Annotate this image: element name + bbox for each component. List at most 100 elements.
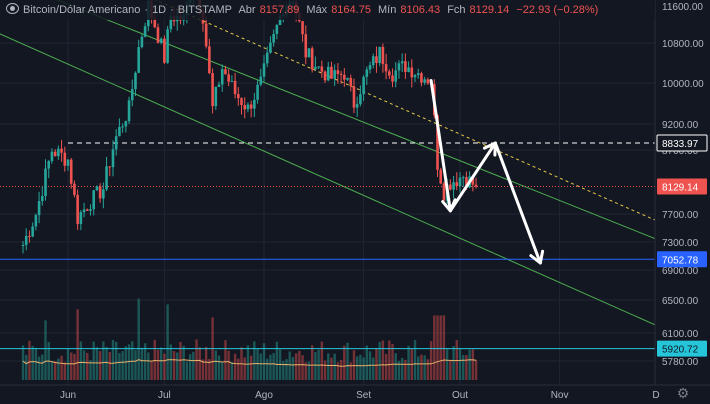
chart-legend: Bitcoin/Dólar Americano · 1D · BITSTAMP Abr 8… bbox=[0, 0, 655, 20]
volume-bar bbox=[458, 348, 462, 380]
volume-bar bbox=[124, 346, 128, 380]
candle bbox=[105, 166, 108, 190]
candle bbox=[307, 48, 311, 58]
volume-bar bbox=[63, 362, 66, 380]
volume-bar bbox=[131, 341, 134, 380]
candle bbox=[336, 70, 340, 74]
candle bbox=[102, 189, 105, 199]
candle bbox=[40, 196, 44, 202]
candle bbox=[134, 72, 137, 90]
volume-bar bbox=[291, 357, 295, 380]
low-label: Mín bbox=[378, 4, 397, 16]
volume-bar bbox=[176, 352, 179, 380]
volume-bar bbox=[336, 362, 340, 380]
candle bbox=[28, 236, 31, 238]
eye-icon[interactable] bbox=[6, 3, 19, 14]
volume-bar bbox=[375, 348, 378, 380]
candle bbox=[368, 65, 372, 70]
volume-bar bbox=[82, 350, 86, 380]
volume-bar bbox=[468, 349, 471, 380]
volume-bar bbox=[462, 355, 465, 380]
volume-bar bbox=[102, 341, 105, 380]
volume-bar bbox=[417, 356, 420, 380]
volume-bar bbox=[224, 340, 227, 380]
candle bbox=[204, 23, 208, 47]
candle bbox=[304, 34, 308, 58]
candle bbox=[375, 56, 378, 63]
volume-bar bbox=[400, 357, 404, 380]
volume-bar bbox=[118, 353, 121, 380]
gear-icon[interactable]: ⚙ bbox=[676, 385, 690, 401]
volume-bar bbox=[413, 340, 417, 380]
y-tick-label: 5780.00 bbox=[662, 357, 699, 368]
candle bbox=[320, 66, 324, 72]
candle bbox=[362, 76, 365, 95]
candle bbox=[365, 69, 369, 77]
volume-bar bbox=[28, 340, 31, 380]
candle bbox=[378, 46, 381, 63]
price-label-support bbox=[657, 251, 707, 268]
volume-bar bbox=[230, 362, 234, 380]
candle bbox=[246, 104, 250, 110]
volume-bar bbox=[301, 355, 304, 380]
price-label-text: 5920.72 bbox=[662, 345, 699, 356]
candle bbox=[211, 73, 214, 107]
volume-bar bbox=[60, 355, 63, 380]
volume-bar bbox=[217, 355, 221, 380]
volume-bar bbox=[185, 361, 189, 380]
candle bbox=[76, 194, 79, 224]
open-label: Abr bbox=[238, 4, 256, 16]
volume-bar bbox=[21, 345, 25, 380]
candle bbox=[24, 236, 28, 245]
price-label-support2 bbox=[657, 340, 707, 357]
volume-bar bbox=[76, 309, 79, 380]
projection-arrow-target bbox=[493, 141, 542, 265]
volume-bar bbox=[73, 354, 76, 380]
volume-bar bbox=[343, 345, 346, 380]
volume-bar bbox=[285, 359, 288, 380]
price-label-resistance bbox=[656, 134, 708, 152]
volume-bar bbox=[166, 304, 169, 380]
candle bbox=[253, 99, 256, 109]
y-tick-label: 11600.00 bbox=[662, 2, 703, 13]
candle bbox=[394, 70, 398, 82]
candle bbox=[85, 209, 89, 211]
time-axis bbox=[0, 385, 710, 404]
candle bbox=[359, 94, 362, 105]
volume-bar bbox=[57, 358, 60, 380]
volume-bar bbox=[237, 358, 240, 380]
candle bbox=[224, 69, 227, 75]
candle bbox=[140, 36, 144, 48]
volume-bar bbox=[266, 358, 269, 380]
volume-bar bbox=[330, 357, 333, 380]
volume-bar bbox=[53, 361, 57, 380]
volume-bar bbox=[41, 354, 44, 380]
price-label-text: 8129.14 bbox=[662, 183, 699, 194]
volume-bar bbox=[388, 340, 391, 380]
volume-bar bbox=[114, 341, 118, 380]
candle bbox=[153, 17, 157, 28]
volume-bar bbox=[182, 345, 185, 380]
candle bbox=[458, 177, 462, 187]
price-label-text: 8833.97 bbox=[662, 139, 699, 150]
candle bbox=[169, 15, 173, 30]
volume-bar bbox=[384, 353, 388, 380]
volume-bar bbox=[37, 356, 41, 380]
volume-bar bbox=[407, 345, 410, 380]
volume-bar bbox=[349, 362, 352, 380]
volume-bar bbox=[169, 344, 173, 380]
candle bbox=[217, 84, 221, 87]
volume-bar bbox=[143, 343, 147, 380]
candle bbox=[111, 149, 115, 168]
projection-arrow-target-head bbox=[529, 249, 545, 265]
candle bbox=[333, 70, 336, 79]
volume-bar bbox=[253, 341, 256, 380]
volume-bar bbox=[426, 359, 430, 380]
volume-bar bbox=[381, 340, 385, 380]
volume-bar bbox=[147, 352, 150, 380]
volume-bar bbox=[355, 356, 359, 380]
projection-arrow-down bbox=[429, 79, 452, 213]
candle bbox=[121, 126, 124, 128]
